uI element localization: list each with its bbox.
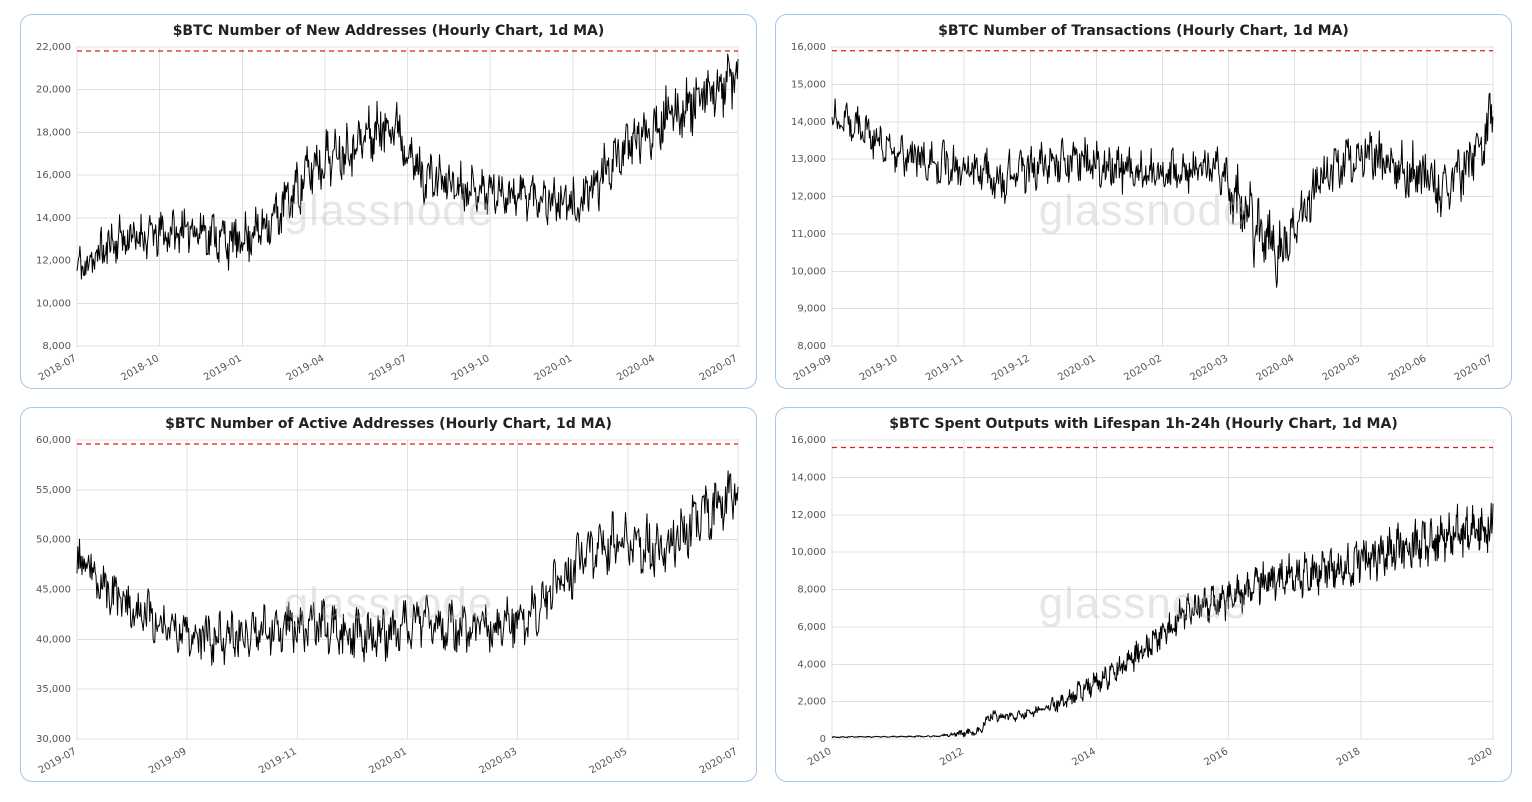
y-tick-label: 13,000 xyxy=(791,154,826,165)
plot-area: glassnode 02,0004,0006,0008,00010,00012,… xyxy=(784,434,1503,773)
plot-area: glassnode 8,0009,00010,00011,00012,00013… xyxy=(784,41,1503,380)
y-tick-label: 60,000 xyxy=(36,435,71,446)
x-tick-label: 2020-04 xyxy=(1255,353,1297,380)
plot-area: glassnode 8,00010,00012,00014,00016,0001… xyxy=(29,41,748,380)
x-tick-label: 2019-07 xyxy=(367,353,409,380)
x-tick-label: 2020-01 xyxy=(533,353,575,380)
x-tick-label: 2019-07 xyxy=(37,746,79,773)
y-tick-label: 2,000 xyxy=(797,697,826,708)
y-tick-label: 22,000 xyxy=(36,42,71,53)
y-tick-label: 16,000 xyxy=(791,435,826,446)
y-tick-label: 55,000 xyxy=(36,485,71,496)
x-tick-label: 2018-10 xyxy=(119,353,161,380)
y-tick-label: 10,000 xyxy=(791,266,826,277)
x-tick-label: 2019-11 xyxy=(924,353,966,380)
chart-svg: 0 2,000 4,000 6,000 8,000 10,000 12,000 14,000 1… xyxy=(784,434,1503,773)
y-tick-label: 8,000 xyxy=(797,341,826,352)
x-tick-label: 2018-07 xyxy=(37,353,79,380)
x-tick-label: 2020-01 xyxy=(1056,353,1098,380)
y-tick-label: 10,000 xyxy=(791,547,826,558)
y-tick-label: 45,000 xyxy=(36,585,71,596)
y-tick-label: 16,000 xyxy=(791,42,826,53)
x-tick-label: 2020-07 xyxy=(698,746,740,773)
y-tick-label: 20,000 xyxy=(36,85,71,96)
x-tick-label: 2018 xyxy=(1335,746,1363,768)
y-tick-label: 18,000 xyxy=(36,127,71,138)
y-tick-label: 30,000 xyxy=(36,734,71,745)
y-tick-label: 35,000 xyxy=(36,684,71,695)
x-tick-label: 2019-09 xyxy=(792,353,834,380)
chart-svg: 30,000 35,000 40,000 45,000 50,000 55,000 60,0… xyxy=(29,434,748,773)
x-tick-label: 2020-05 xyxy=(588,746,630,773)
panel-spent-outputs: $BTC Spent Outputs with Lifespan 1h-24h … xyxy=(775,407,1512,782)
x-tick-label: 2020-07 xyxy=(1453,353,1495,380)
x-tick-label: 2020-07 xyxy=(698,353,740,380)
x-tick-label: 2012 xyxy=(938,746,966,768)
x-tick-label: 2019-09 xyxy=(147,746,189,773)
y-tick-label: 0 xyxy=(820,734,826,745)
x-tick-label: 2020-04 xyxy=(615,353,657,380)
y-tick-label: 8,000 xyxy=(42,341,71,352)
x-tick-label: 2020-06 xyxy=(1387,353,1429,380)
series-line xyxy=(832,503,1493,737)
y-tick-label: 14,000 xyxy=(36,213,71,224)
y-tick-label: 4,000 xyxy=(797,659,826,670)
panel-active-addresses: $BTC Number of Active Addresses (Hourly … xyxy=(20,407,757,782)
x-tick-label: 2019-12 xyxy=(990,353,1032,380)
x-tick-label: 2020-05 xyxy=(1321,353,1363,380)
x-tick-label: 2019-01 xyxy=(202,353,244,380)
panel-new-addresses: $BTC Number of New Addresses (Hourly Cha… xyxy=(20,14,757,389)
chart-grid: $BTC Number of New Addresses (Hourly Cha… xyxy=(0,0,1532,802)
x-tick-label: 2014 xyxy=(1070,746,1098,768)
y-tick-label: 12,000 xyxy=(36,256,71,267)
y-tick-label: 50,000 xyxy=(36,535,71,546)
chart-title: $BTC Spent Outputs with Lifespan 1h-24h … xyxy=(784,416,1503,432)
x-tick-label: 2020-01 xyxy=(367,746,409,773)
y-tick-label: 11,000 xyxy=(791,229,826,240)
x-tick-label: 2019-10 xyxy=(858,353,900,380)
x-tick-label: 2020-03 xyxy=(1188,353,1230,380)
x-tick-label: 2019-10 xyxy=(450,353,492,380)
chart-title: $BTC Number of New Addresses (Hourly Cha… xyxy=(29,23,748,39)
y-tick-label: 14,000 xyxy=(791,472,826,483)
panel-transactions: $BTC Number of Transactions (Hourly Char… xyxy=(775,14,1512,389)
y-tick-label: 6,000 xyxy=(797,622,826,633)
y-tick-label: 8,000 xyxy=(797,585,826,596)
plot-area: glassnode 30,00035,00040,00045,00050,000… xyxy=(29,434,748,773)
chart-title: $BTC Number of Active Addresses (Hourly … xyxy=(29,416,748,432)
x-tick-label: 2010 xyxy=(806,746,834,768)
y-tick-label: 40,000 xyxy=(36,634,71,645)
x-tick-label: 2020-02 xyxy=(1122,353,1164,380)
x-tick-label: 2020 xyxy=(1467,746,1495,768)
y-tick-label: 15,000 xyxy=(791,79,826,90)
x-tick-label: 2016 xyxy=(1203,746,1231,768)
y-tick-label: 10,000 xyxy=(36,298,71,309)
chart-svg: 8,000 9,000 10,000 11,000 12,000 13,000 14,000… xyxy=(784,41,1503,380)
y-tick-label: 12,000 xyxy=(791,192,826,203)
y-tick-label: 9,000 xyxy=(797,304,826,315)
chart-title: $BTC Number of Transactions (Hourly Char… xyxy=(784,23,1503,39)
x-tick-label: 2019-11 xyxy=(257,746,299,773)
x-tick-label: 2020-03 xyxy=(477,746,519,773)
chart-svg: 8,000 10,000 12,000 14,000 16,000 18,000 20,00… xyxy=(29,41,748,380)
y-tick-label: 14,000 xyxy=(791,117,826,128)
y-tick-label: 12,000 xyxy=(791,510,826,521)
x-tick-label: 2019-04 xyxy=(285,353,327,380)
y-tick-label: 16,000 xyxy=(36,170,71,181)
